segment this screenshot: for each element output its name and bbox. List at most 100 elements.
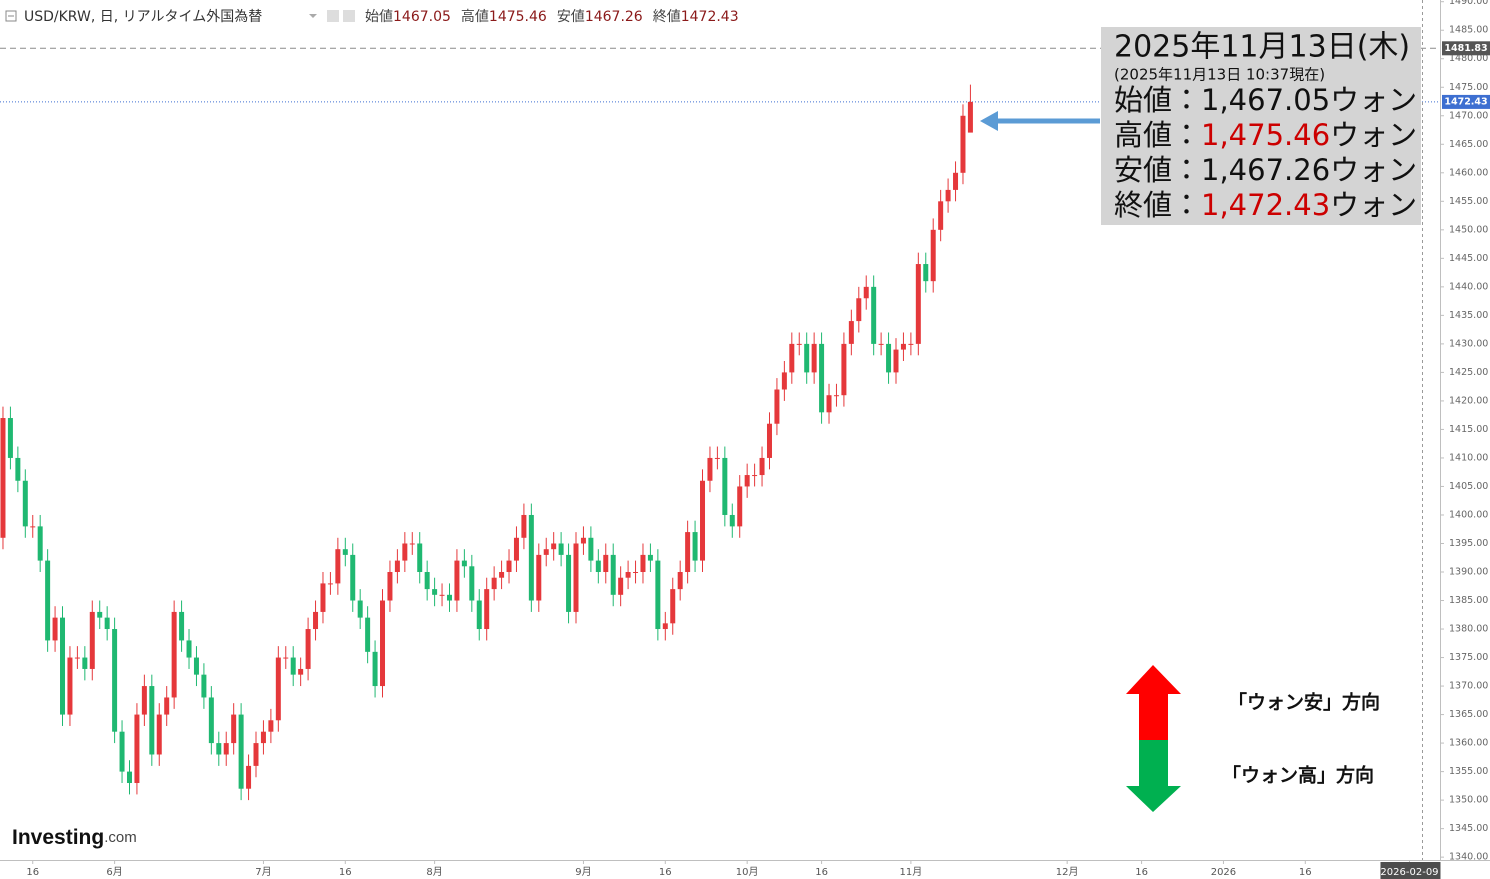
ohlc-value: 1475.46 [489,9,547,25]
candle-body [387,572,393,601]
ohlc-value: 1467.26 [585,9,643,25]
x-tick-label: 16 [659,867,672,878]
candle-body [833,395,839,397]
candle-body [685,532,691,573]
candle-body [327,583,333,585]
candle-body [573,543,579,612]
ohlc-label: 高値 [461,8,489,25]
y-tick-label: 1430.00 [1449,338,1488,349]
candle-body [365,617,371,652]
candle-body [945,189,951,202]
y-tick-label: 1390.00 [1449,567,1488,578]
candle-body [342,549,348,555]
x-tick-highlight [1380,862,1441,879]
candle-body [588,537,594,561]
candle-body [908,343,914,345]
candle-body [476,600,482,630]
candle-body [439,594,445,596]
candle-body [781,372,787,390]
candle-body [45,560,51,641]
y-tick-label: 1440.00 [1449,281,1488,292]
x-tick-label: 11月 [900,866,923,878]
candle-body [37,526,43,561]
ohlc-label: 終値 [653,9,681,25]
candle-body [454,560,460,601]
candle-body [759,457,765,476]
y-tick-label: 1425.00 [1449,367,1488,378]
x-tick-label: 16 [339,867,352,878]
row-value: 1,472.43 [1201,188,1330,222]
candle-body [179,611,185,641]
candle-body [744,475,750,487]
candle-body [156,714,162,755]
candle-body [15,457,21,481]
y-tick-label: 1490.00 [1449,0,1488,7]
candle-body [350,554,356,601]
y-tick-label: 1400.00 [1449,509,1488,520]
x-tick-label: 6月 [106,866,122,878]
candle-body [298,668,304,675]
y-tick-label: 1410.00 [1449,452,1488,463]
candle-body [551,543,557,550]
row-value: 1,467.26 [1201,153,1330,187]
candle-body [886,343,892,373]
candle-body [633,572,639,574]
candle-body [491,577,497,590]
candle-body [424,572,430,590]
y-tick-label: 1455.00 [1449,196,1488,207]
candle-body [677,572,683,590]
y-tick-label: 1480.00 [1449,53,1488,64]
y-tick-label: 1395.00 [1449,538,1488,549]
candle-body [208,697,214,744]
candle-body [580,537,586,544]
y-tick-label: 1475.00 [1449,82,1488,93]
candle-body [558,543,564,555]
candle-body [357,600,363,618]
candle-body [566,554,572,612]
row-label: 始値： [1114,83,1201,117]
candle-body [7,418,13,458]
x-tick-label: 16 [1135,867,1148,878]
candle-body [722,457,728,515]
candle-body [871,286,877,344]
y-tick-label: 1345.00 [1449,823,1488,834]
candle-body [313,611,319,630]
direction-label: 「ウォン高」方向 [1222,764,1374,787]
annotation-box: 2025年11月13日(木) (2025年11月13日 10:37現在) 始値：… [1101,27,1421,225]
row-label: 安値： [1114,153,1201,187]
candle-body [134,714,140,784]
candle-body [543,549,549,555]
candle-body [923,264,929,282]
annotation-title: 2025年11月13日(木) [1114,30,1410,65]
row-value: 1,467.05 [1201,83,1330,117]
candle-body [74,657,80,659]
candle-body [432,589,438,595]
y-tick-label: 1385.00 [1449,595,1488,606]
x-tick-label: 16 [1299,867,1312,878]
candle-body [469,566,475,601]
candle-body [231,714,237,744]
candle-body [260,731,266,744]
ohlc-value: 1472.43 [681,9,739,25]
logo: Investing.com [12,826,137,849]
plot-area [0,47,1440,801]
candle-body [536,554,542,601]
y-tick-label: 1360.00 [1449,738,1488,749]
candle-body [521,514,527,538]
logo-main: Investing [12,826,104,849]
candle-body [811,343,817,373]
candle-body [164,697,170,715]
candle-body [752,475,758,477]
x-tick-label: 2026 [1211,867,1236,878]
candle-body [275,657,281,721]
candle-body [595,560,601,573]
dropdown-icon [309,14,317,18]
candle-body [30,526,36,528]
ohlc-label: 始値 [365,9,393,25]
annotation-background [1101,27,1421,225]
candle-body [528,514,534,601]
candle-body [506,560,512,573]
logo-suffix: .com [104,829,137,846]
